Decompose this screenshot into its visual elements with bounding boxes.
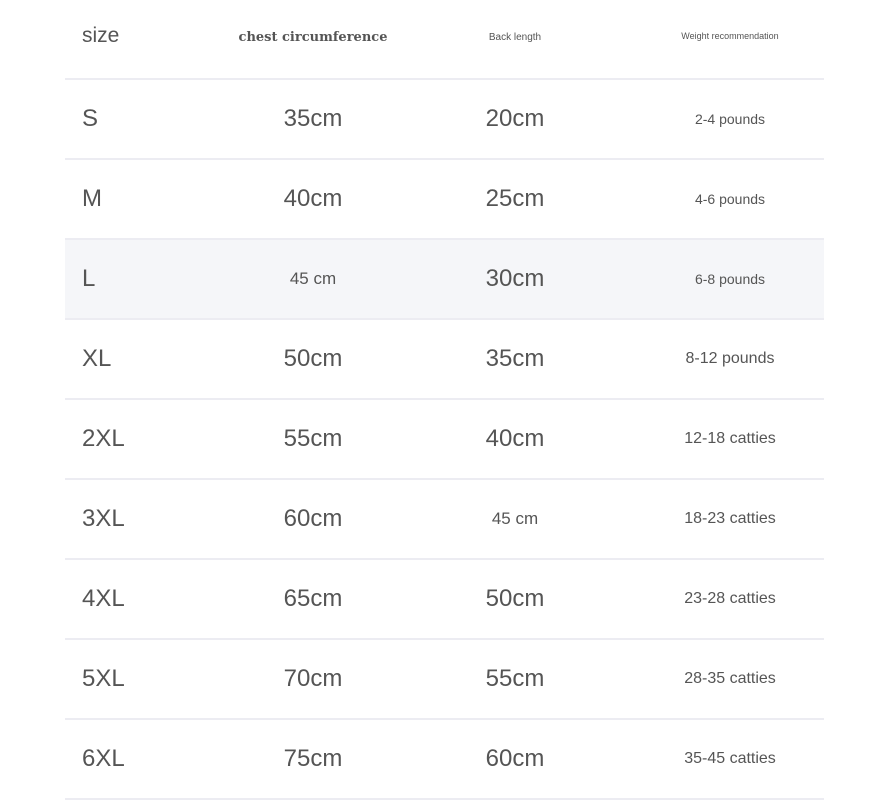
size-chart-table: size chest circumference Back length Wei… [65,0,824,800]
chest-cell: 45 cm [289,269,337,288]
size-cell: S [82,105,99,132]
weight-cell: 8-12 pounds [685,350,775,367]
back-length-cell: 55cm [485,665,545,692]
table-header: size chest circumference Back length Wei… [65,0,824,80]
weight-cell: 12-18 catties [684,430,776,447]
weight-cell: 4-6 pounds [694,191,766,207]
header-size: size [82,24,120,47]
weight-cell: 28-35 catties [684,670,776,687]
weight-cell: 2-4 pounds [694,111,766,127]
size-cell: XL [82,345,112,372]
chest-cell: 50cm [283,345,343,372]
header-chest: chest circumference [238,30,388,45]
size-cell: M [82,185,102,212]
back-length-cell: 50cm [485,585,545,612]
chest-cell: 60cm [283,505,343,532]
size-cell: 4XL [82,585,125,612]
size-cell: 5XL [82,665,125,692]
table-row: M 40cm 25cm 4-6 pounds [65,160,824,240]
chest-cell: 65cm [283,585,343,612]
table-row: 5XL 70cm 55cm 28-35 catties [65,640,824,720]
header-weight: Weight recommendation [681,31,779,41]
weight-cell: 18-23 catties [684,510,776,527]
table-row: 2XL 55cm 40cm 12-18 catties [65,400,824,480]
table-row: L 45 cm 30cm 6-8 pounds [65,240,824,320]
back-length-cell: 25cm [485,185,545,212]
back-length-cell: 60cm [485,745,545,772]
size-cell: 3XL [82,505,125,532]
table-row: XL 50cm 35cm 8-12 pounds [65,320,824,400]
header-back-length: Back length [488,32,542,43]
table-row: 3XL 60cm 45 cm 18-23 catties [65,480,824,560]
back-length-cell: 45 cm [491,509,539,528]
chest-cell: 70cm [283,665,343,692]
back-length-cell: 40cm [485,425,545,452]
weight-cell: 23-28 catties [684,590,776,607]
back-length-cell: 30cm [485,265,545,292]
size-cell: 2XL [82,425,125,452]
table-row: 6XL 75cm 60cm 35-45 catties [65,720,824,800]
weight-cell: 6-8 pounds [694,271,766,287]
chest-cell: 75cm [283,745,343,772]
table-row: 4XL 65cm 50cm 23-28 catties [65,560,824,640]
back-length-cell: 35cm [485,345,545,372]
chest-cell: 40cm [283,185,343,212]
size-cell: 6XL [82,745,125,772]
weight-cell: 35-45 catties [684,750,776,767]
table-row: S 35cm 20cm 2-4 pounds [65,80,824,160]
size-cell: L [82,265,96,292]
chest-cell: 35cm [283,105,343,132]
chest-cell: 55cm [283,425,343,452]
back-length-cell: 20cm [485,105,545,132]
